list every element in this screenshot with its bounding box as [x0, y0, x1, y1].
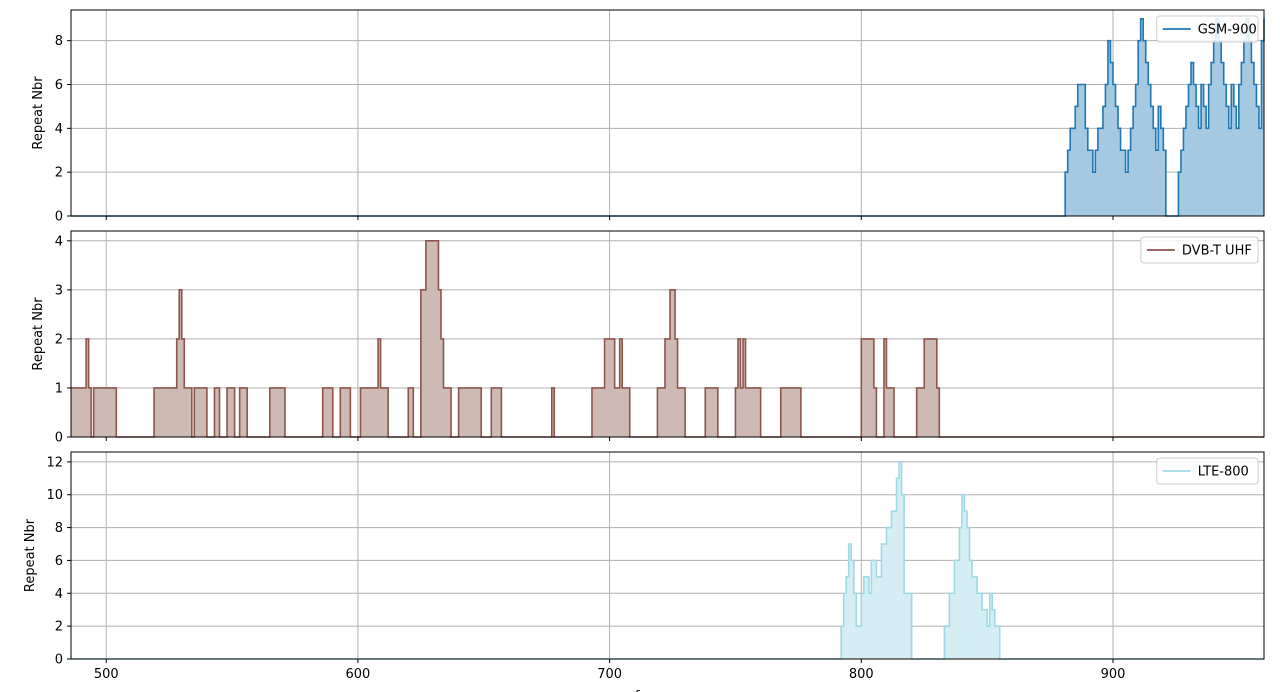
- subplot-3: 500 600 700 800 900 0 2 4 6 8 10 12 Repeat Nbr freque…: [23, 451, 1265, 692]
- y-tick-label: 0: [55, 431, 63, 446]
- legend-box: [1156, 457, 1259, 485]
- y-tick-label: 0: [55, 210, 63, 225]
- y-tick-label: 1: [55, 381, 63, 396]
- axes-frame: [70, 9, 1265, 217]
- subplot-2: 0 1 2 3 4 Repeat Nbr DVB-T UHF: [31, 230, 1265, 446]
- series-line: [71, 17, 1265, 217]
- legend: GSM-900: [1156, 15, 1259, 43]
- y-axis-label: Repeat Nbr: [31, 76, 46, 150]
- y-tick-label: 12: [46, 455, 63, 470]
- x-tick-label: 500: [94, 667, 119, 682]
- y-axis-label: Repeat Nbr: [23, 518, 38, 592]
- legend-label: DVB-T UHF: [1182, 244, 1252, 259]
- legend-label: LTE-800: [1198, 465, 1249, 480]
- subplot-1: 0 2 4 6 8 Repeat Nbr GSM-900: [31, 9, 1265, 225]
- series-line: [71, 461, 1264, 660]
- y-tick-label: 8: [55, 34, 63, 49]
- y-tick-label: 6: [55, 554, 63, 569]
- x-tick-label: 700: [597, 667, 622, 682]
- y-axis-label: Repeat Nbr: [31, 297, 46, 371]
- legend-box: [1140, 236, 1259, 264]
- y-tick-label: 8: [55, 521, 63, 536]
- legend: LTE-800: [1156, 457, 1259, 485]
- x-axis-label: frequency: [635, 689, 701, 692]
- x-tick-label: 600: [346, 667, 371, 682]
- series-line: [71, 240, 1264, 438]
- axes-frame: [70, 451, 1265, 660]
- y-tick-label: 2: [55, 332, 63, 347]
- y-tick-label: 6: [55, 78, 63, 93]
- legend-box: [1156, 15, 1259, 43]
- y-tick-label: 2: [55, 620, 63, 635]
- y-tick-label: 4: [55, 122, 63, 137]
- y-tick-label: 2: [55, 166, 63, 181]
- y-tick-label: 4: [55, 587, 63, 602]
- x-tick-label: 800: [849, 667, 874, 682]
- legend: DVB-T UHF: [1140, 236, 1259, 264]
- series-area-fill: [71, 18, 1264, 216]
- x-tick-label: 900: [1101, 667, 1126, 682]
- y-tick-label: 0: [55, 653, 63, 668]
- legend-label: GSM-900: [1198, 23, 1257, 38]
- y-tick-label: 3: [55, 283, 63, 298]
- y-tick-label: 4: [55, 234, 63, 249]
- y-tick-label: 10: [46, 488, 63, 503]
- axes-frame: [70, 230, 1265, 438]
